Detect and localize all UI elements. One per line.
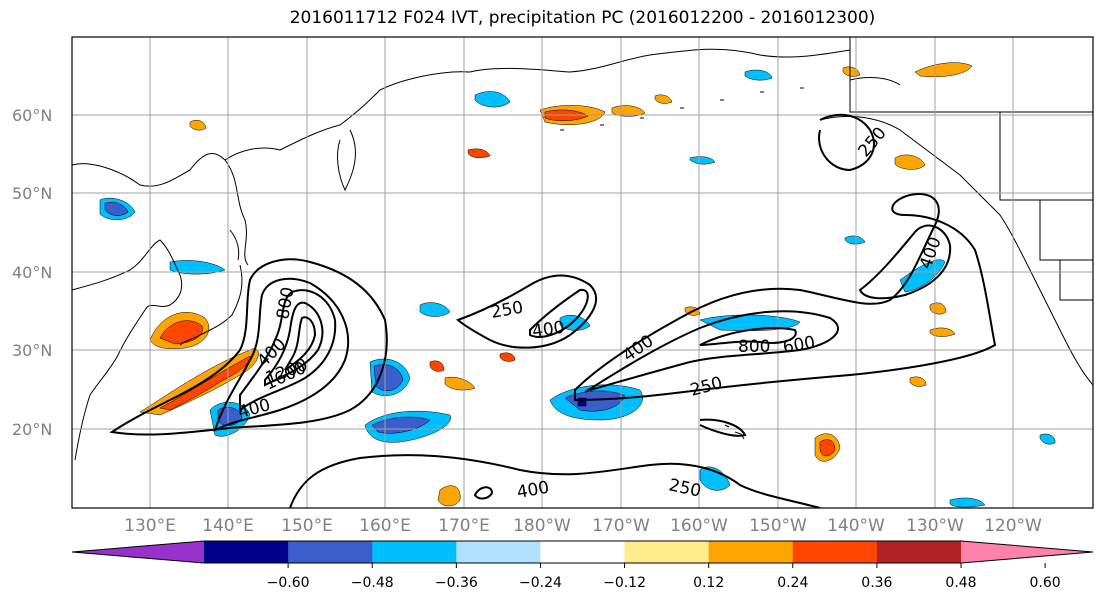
lon-label: 130°W (906, 516, 964, 536)
lon-label: 160°E (359, 516, 411, 536)
colorbar-tick-label: −0.48 (351, 575, 394, 591)
colorbar-segment (204, 541, 289, 563)
colorbar-segment (876, 541, 962, 563)
lon-label: 160°W (670, 516, 728, 536)
colorbar-segment (624, 541, 710, 563)
contour-label: 400 (531, 318, 566, 342)
lon-label: 140°W (827, 516, 885, 536)
lat-label: 40°N (12, 263, 52, 282)
colorbar-tick-label: −0.36 (435, 575, 478, 591)
colorbar-tick-label: 0.24 (777, 575, 808, 591)
lat-labels: 20°N 30°N 40°N 50°N 60°N (12, 106, 52, 439)
colorbar-segment (708, 541, 794, 563)
ivt-contours (109, 113, 997, 508)
coastlines (72, 48, 1093, 461)
colorbar-segment (372, 541, 457, 563)
lon-label: 170°E (438, 516, 490, 536)
lon-label: 120°W (984, 516, 1042, 536)
lon-label: 170°W (592, 516, 650, 536)
colorbar: −0.60 −0.48 −0.36 −0.24 −0.12 0.12 0.24 0.36 0.4… (71, 540, 1094, 591)
colorbar-tick-label: 0.60 (1030, 575, 1061, 591)
lat-label: 20°N (12, 420, 52, 439)
map-title: 2016011712 F024 IVT, precipitation PC (2… (289, 8, 876, 28)
lon-label: 140°E (202, 516, 254, 536)
lat-label: 50°N (12, 184, 52, 203)
borders (849, 37, 1093, 301)
colorbar-tick-label: −0.12 (603, 575, 646, 591)
colorbar-extension-low (72, 541, 204, 563)
colorbar-tick-label: −0.24 (519, 575, 562, 591)
colorbar-extension-high (961, 541, 1093, 563)
gridlines (72, 37, 1093, 508)
contour-label: 800 (738, 337, 770, 357)
map-border (71, 36, 1094, 509)
colorbar-segment (792, 541, 878, 563)
lon-label: 180°W (513, 516, 571, 536)
colorbar-tick-label: 0.12 (693, 575, 724, 591)
lat-label: 60°N (12, 106, 52, 125)
lon-labels: 130°E 140°E 150°E 160°E 170°E 180°W 170°… (124, 516, 1042, 536)
colorbar-segment (540, 541, 626, 563)
colorbar-tick-label: 0.36 (861, 575, 892, 591)
colorbar-tick-label: 0.48 (945, 575, 976, 591)
colorbar-tick-label: −0.60 (267, 575, 310, 591)
lon-label: 150°W (749, 516, 807, 536)
colorbar-segment (288, 541, 373, 563)
lat-label: 30°N (12, 341, 52, 360)
lon-label: 130°E (124, 516, 176, 536)
lon-label: 150°E (281, 516, 333, 536)
colorbar-segment (456, 541, 541, 563)
